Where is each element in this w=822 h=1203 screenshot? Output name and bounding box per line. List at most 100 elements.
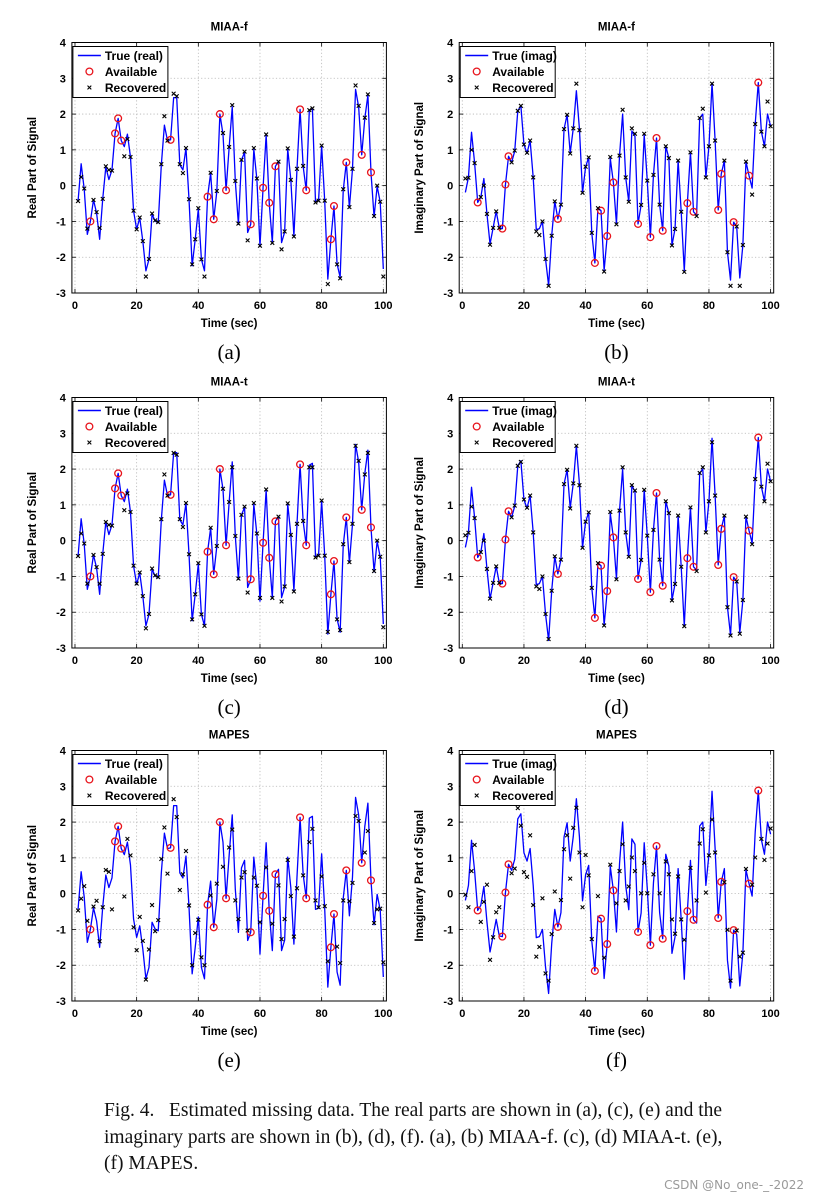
available-point <box>329 556 339 566</box>
recovered-point <box>109 523 115 528</box>
recovered-point <box>484 882 490 887</box>
recovered-point <box>152 928 158 934</box>
recovered-point <box>546 283 551 289</box>
recovered-point <box>174 814 180 820</box>
recovered-point <box>180 872 186 877</box>
series-recovered <box>75 796 386 982</box>
recovered-point <box>530 175 536 180</box>
recovered-point <box>712 493 718 498</box>
recovered-point <box>484 566 490 572</box>
available-point <box>603 587 612 596</box>
recovered-point <box>564 467 570 473</box>
recovered-point <box>316 904 321 910</box>
y-tick-label: 2 <box>447 817 453 829</box>
recovered-point <box>196 917 201 923</box>
recovered-point <box>371 568 377 574</box>
recovered-point <box>85 226 90 231</box>
recovered-point <box>214 543 220 549</box>
legend: True (real) Available Recovered <box>72 401 169 453</box>
recovered-point <box>75 553 81 559</box>
y-tick-label: 2 <box>60 464 66 476</box>
recovered-point <box>734 579 739 584</box>
recovered-point <box>688 505 693 510</box>
recovered-point <box>316 198 321 203</box>
recovered-point <box>233 178 238 184</box>
recovered-point <box>580 190 585 196</box>
available-point <box>357 150 366 159</box>
recovered-point <box>75 908 81 913</box>
x-tick-label: 20 <box>131 1008 143 1020</box>
recovered-point <box>632 488 638 493</box>
available-point <box>498 932 507 941</box>
available-point <box>222 186 231 195</box>
available-point <box>658 934 667 943</box>
y-tick-label: 4 <box>60 746 67 758</box>
available-point <box>603 940 612 949</box>
recovered-point <box>759 129 764 134</box>
recovered-point <box>202 274 207 279</box>
available-point <box>296 813 305 822</box>
recovered-point <box>583 852 588 858</box>
recovered-point <box>601 623 607 628</box>
available-point <box>652 488 661 498</box>
available-point <box>596 914 606 923</box>
recovered-point <box>134 581 139 586</box>
recovered-point <box>737 283 743 289</box>
x-tick-label: 60 <box>254 300 266 312</box>
legend-cross-swatch <box>87 793 92 798</box>
available-point <box>366 168 376 177</box>
recovered-point <box>509 870 514 876</box>
recovered-point <box>762 857 767 863</box>
x-tick-label: 0 <box>72 300 78 312</box>
recovered-point <box>607 509 613 515</box>
recovered-point <box>493 209 499 214</box>
recovered-point <box>239 512 244 518</box>
recovered-point <box>657 890 662 896</box>
recovered-point <box>672 226 678 232</box>
recovered-point <box>313 200 318 205</box>
available-point <box>209 215 218 224</box>
recovered-point <box>478 194 484 200</box>
x-tick-label: 80 <box>703 655 715 667</box>
recovered-point <box>666 510 672 516</box>
recovered-point <box>316 553 321 558</box>
available-point <box>203 192 212 201</box>
recovered-point <box>663 498 669 504</box>
x-tick-label: 20 <box>518 300 530 312</box>
available-point <box>86 217 95 226</box>
recovered-point <box>337 627 343 633</box>
recovered-point <box>577 482 582 488</box>
recovered-point <box>589 230 595 236</box>
recovered-point <box>496 225 502 231</box>
recovered-point <box>319 874 324 879</box>
available-point <box>633 219 643 228</box>
recovered-point <box>762 498 767 504</box>
available-point <box>271 517 280 526</box>
x-axis-label: Time (sec) <box>201 1026 258 1038</box>
recovered-point <box>282 229 287 234</box>
recovered-point <box>242 149 247 154</box>
recovered-point <box>521 142 527 147</box>
recovered-point <box>356 103 361 109</box>
y-tick-label: -1 <box>56 924 66 936</box>
recovered-point <box>558 897 564 903</box>
y-axis-label: Imaginary Part of Signal <box>414 810 426 942</box>
x-tick-label: 0 <box>459 300 465 312</box>
recovered-point <box>288 893 294 899</box>
x-tick-label: 60 <box>641 300 653 312</box>
recovered-point <box>365 828 371 834</box>
recovered-point <box>737 631 743 636</box>
recovered-point <box>644 533 650 538</box>
recovered-point <box>722 879 727 885</box>
recovered-point <box>552 199 558 204</box>
available-point <box>646 588 655 597</box>
recovered-point <box>337 960 343 966</box>
panel-label: (a) <box>217 340 240 364</box>
recovered-point <box>128 154 133 160</box>
recovered-point <box>672 581 678 587</box>
legend-label: Recovered <box>492 436 553 450</box>
available-point <box>504 152 513 161</box>
recovered-point <box>285 501 291 506</box>
recovered-point <box>614 222 619 227</box>
recovered-point <box>159 856 164 862</box>
